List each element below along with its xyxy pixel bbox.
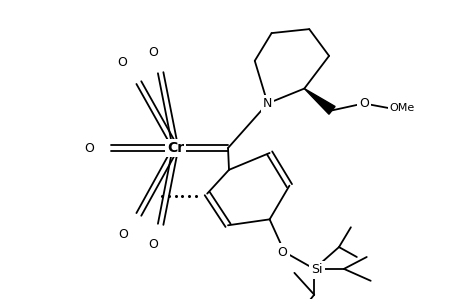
Text: O: O bbox=[117, 56, 127, 69]
Text: O: O bbox=[84, 142, 94, 154]
Text: N: N bbox=[263, 97, 272, 110]
Text: O: O bbox=[118, 228, 128, 241]
Text: Si: Si bbox=[311, 263, 322, 276]
Text: Cr: Cr bbox=[167, 141, 184, 155]
Text: O: O bbox=[147, 238, 157, 250]
Text: O: O bbox=[277, 245, 287, 259]
Polygon shape bbox=[304, 88, 334, 114]
Text: OMe: OMe bbox=[389, 103, 414, 113]
Text: O: O bbox=[358, 97, 368, 110]
Text: O: O bbox=[147, 46, 157, 59]
